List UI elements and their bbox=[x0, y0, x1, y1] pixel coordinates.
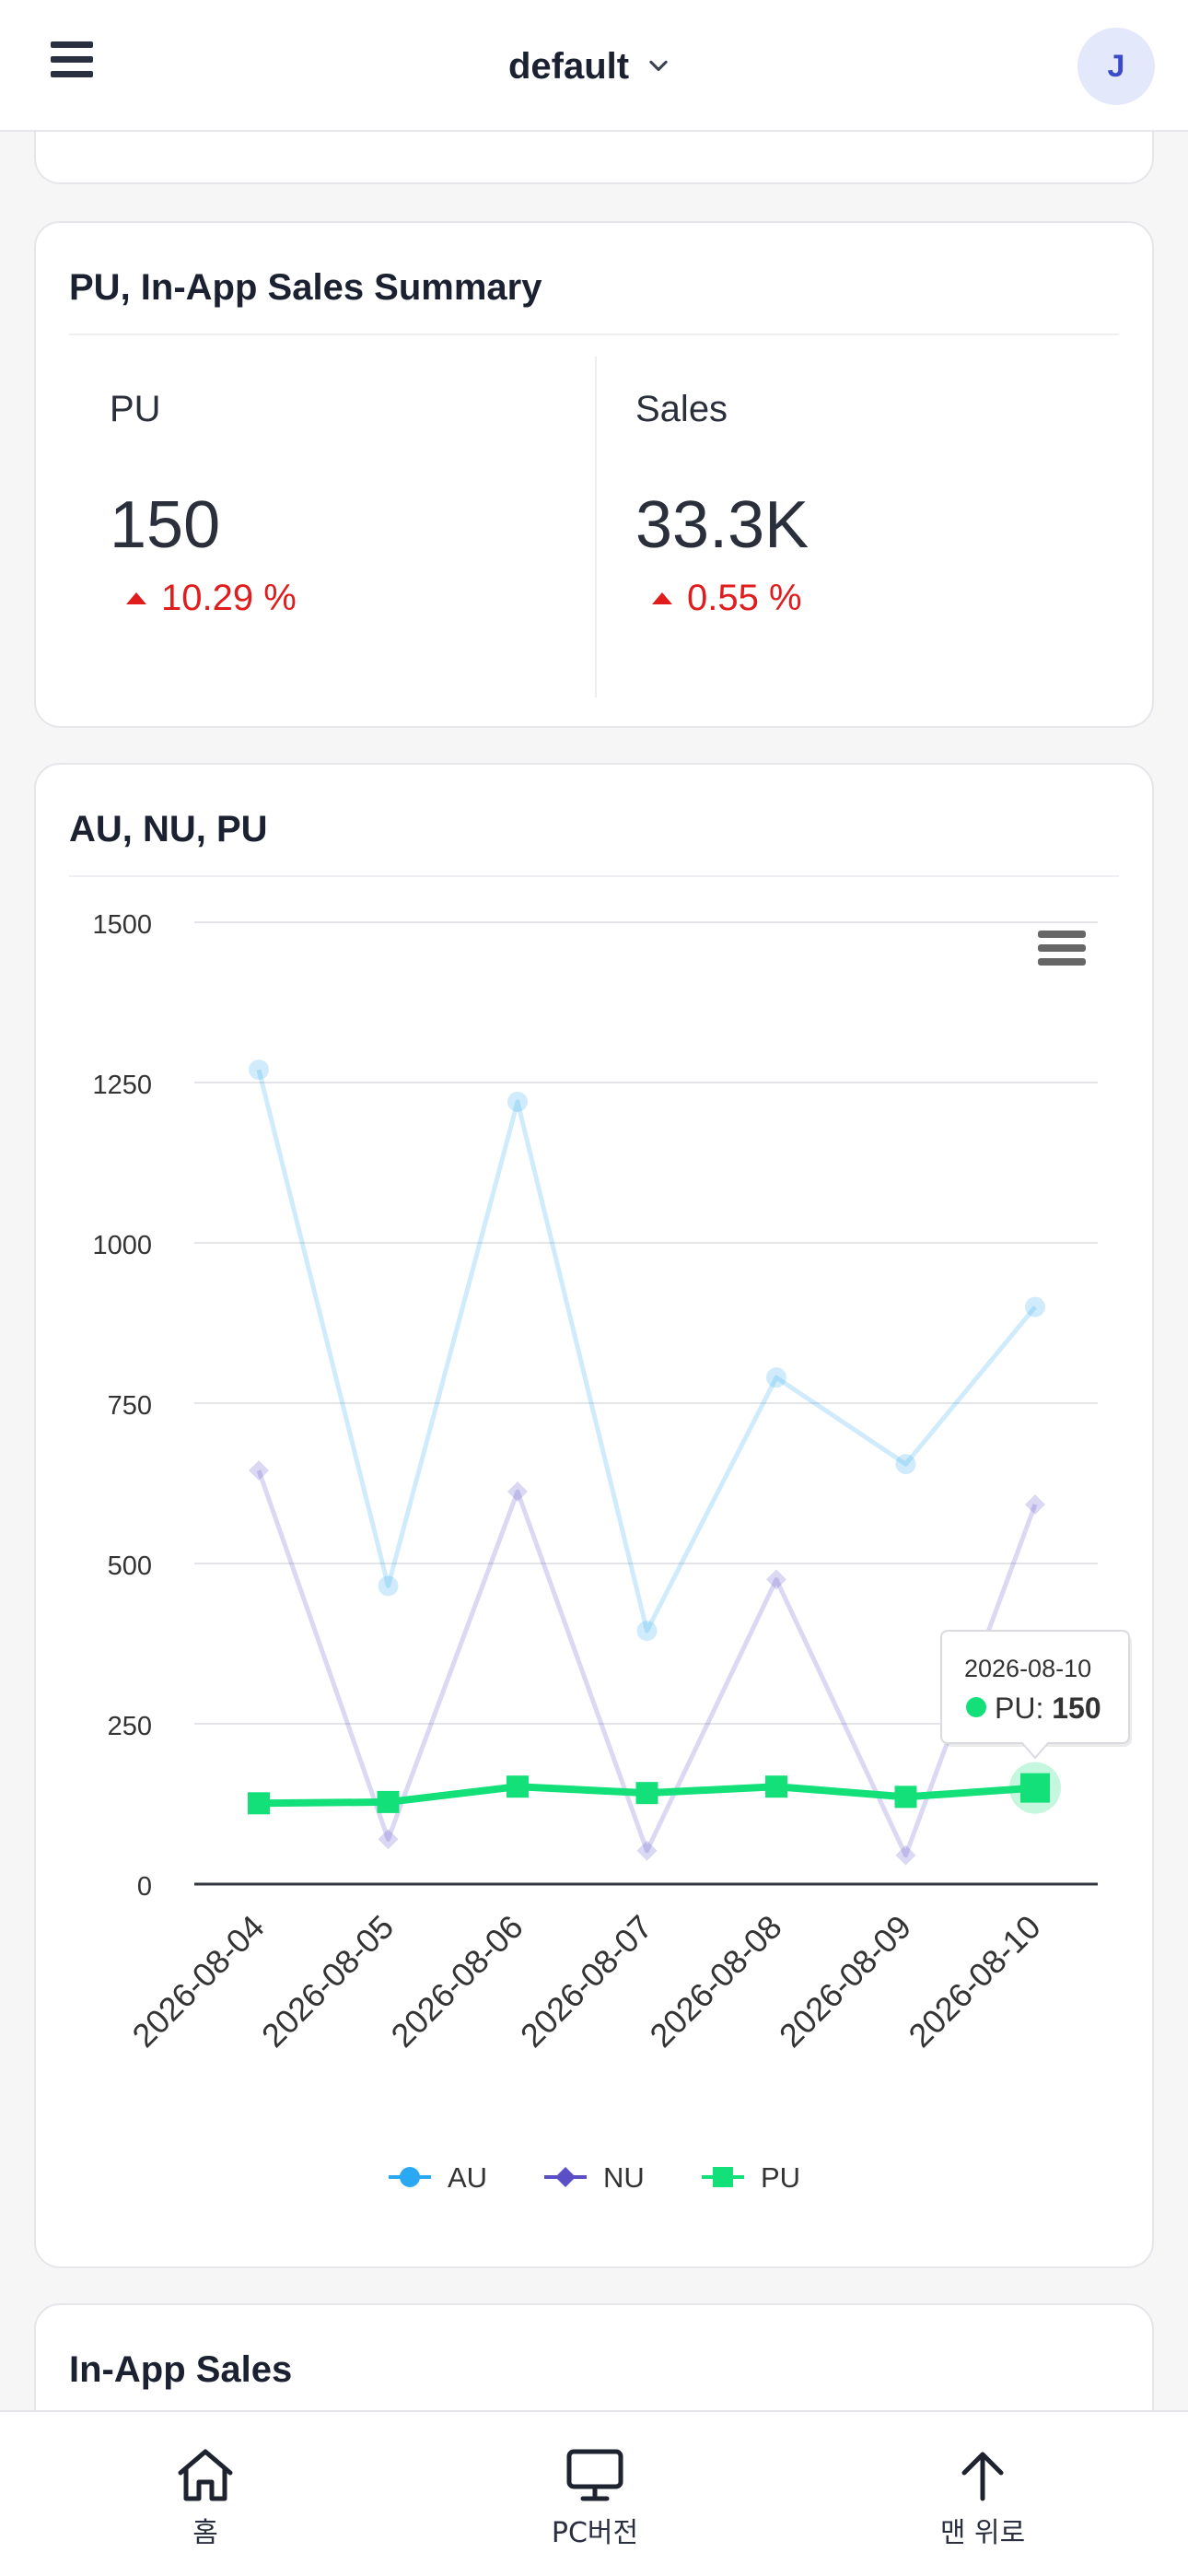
y-tick-label: 500 bbox=[108, 1551, 152, 1581]
y-tick-label: 1250 bbox=[92, 1071, 152, 1100]
point-pu bbox=[894, 1786, 917, 1809]
metric-sales: Sales 33.3K 0.55 % bbox=[635, 389, 1114, 619]
triangle-up-icon bbox=[126, 592, 146, 604]
y-tick-label: 0 bbox=[137, 1872, 152, 1902]
point-au bbox=[507, 1091, 528, 1112]
metric-delta-text: 0.55 % bbox=[687, 578, 802, 618]
point-au bbox=[895, 1454, 916, 1475]
nav-label: 홈 bbox=[192, 2517, 218, 2549]
card-title: PU, In-App Sales Summary bbox=[69, 267, 542, 308]
point-pu bbox=[377, 1790, 400, 1813]
legend-label: PU bbox=[761, 2161, 800, 2194]
nav-pc-version[interactable]: PC버전 bbox=[503, 2447, 687, 2550]
tooltip-box bbox=[940, 1630, 1130, 1760]
x-tick-label: 2026-08-08 bbox=[642, 1908, 788, 2055]
hamburger-menu-icon[interactable] bbox=[51, 41, 93, 84]
user-avatar[interactable]: J bbox=[1077, 28, 1155, 105]
point-nu bbox=[507, 1481, 528, 1503]
tooltip-series-dot bbox=[966, 1697, 986, 1717]
point-nu bbox=[895, 1844, 916, 1866]
divider bbox=[69, 875, 1119, 877]
x-tick-label: 2026-08-04 bbox=[124, 1908, 271, 2055]
project-selector[interactable]: default bbox=[508, 41, 671, 92]
metric-value: 33.3K bbox=[635, 488, 809, 562]
point-pu bbox=[507, 1775, 529, 1798]
legend-marker-diamond bbox=[555, 2167, 576, 2187]
y-tick-label: 1000 bbox=[92, 1231, 152, 1260]
nav-home[interactable]: 홈 bbox=[113, 2447, 297, 2550]
chart-menu-icon bbox=[1038, 958, 1086, 966]
x-tick-label: 2026-08-10 bbox=[901, 1908, 1047, 2055]
point-pu bbox=[1020, 1773, 1050, 1803]
point-au bbox=[249, 1060, 269, 1081]
au-nu-pu-chart-card: AU, NU, PU 0 250 500 750 1000 1250 1500 2026-08… bbox=[34, 763, 1154, 2268]
card-title: In-App Sales bbox=[69, 2349, 293, 2390]
metric-delta: 10.29 % bbox=[110, 578, 588, 619]
x-tick-label: 2026-08-09 bbox=[772, 1908, 918, 2055]
point-au bbox=[766, 1367, 786, 1388]
series-line-nu bbox=[256, 1469, 1038, 1858]
x-tick-label: 2026-08-07 bbox=[513, 1908, 659, 2055]
pu-sales-summary-card: PU, In-App Sales Summary PU 150 10.29 % … bbox=[34, 221, 1154, 728]
metric-pu: PU 150 10.29 % bbox=[110, 389, 588, 619]
legend-label: NU bbox=[603, 2161, 645, 2194]
chart-menu-icon bbox=[1038, 931, 1086, 938]
legend-marker-square bbox=[713, 2167, 733, 2187]
top-app-bar: default J bbox=[0, 0, 1188, 132]
vertical-divider bbox=[595, 357, 597, 697]
x-tick-label: 2026-08-05 bbox=[254, 1908, 401, 2055]
nav-scroll-top[interactable]: 맨 위로 bbox=[891, 2447, 1075, 2550]
nav-label: PC버전 bbox=[551, 2517, 639, 2549]
divider bbox=[69, 334, 1119, 335]
metric-value: 150 bbox=[110, 488, 221, 562]
point-au bbox=[1025, 1296, 1045, 1317]
y-tick-label: 750 bbox=[108, 1391, 152, 1421]
point-nu bbox=[636, 1840, 658, 1861]
point-nu bbox=[766, 1569, 786, 1590]
point-pu bbox=[248, 1792, 270, 1815]
triangle-up-icon bbox=[652, 592, 672, 604]
tooltip-date: 2026-08-10 bbox=[964, 1655, 1091, 1682]
chevron-down-icon bbox=[649, 60, 668, 72]
nav-label: 맨 위로 bbox=[939, 2517, 1026, 2549]
monitor-icon bbox=[566, 2449, 623, 2501]
metric-delta: 0.55 % bbox=[635, 578, 1114, 619]
point-nu bbox=[378, 1829, 399, 1850]
x-tick-label: 2026-08-06 bbox=[383, 1908, 530, 2055]
metric-label: Sales bbox=[635, 389, 728, 429]
point-au bbox=[378, 1575, 399, 1597]
line-chart: 02505007501000125015002026-08-042026-08-… bbox=[92, 910, 1132, 2194]
metric-delta-text: 10.29 % bbox=[161, 578, 297, 618]
point-nu bbox=[249, 1460, 269, 1481]
y-tick-label: 1500 bbox=[92, 910, 152, 940]
point-au bbox=[636, 1621, 658, 1642]
project-name: default bbox=[508, 45, 630, 87]
legend-marker-circle bbox=[400, 2167, 420, 2187]
point-pu bbox=[635, 1782, 658, 1805]
bottom-navigation: 홈 PC버전 맨 위로 bbox=[0, 2410, 1188, 2576]
arrow-up-icon bbox=[961, 2452, 1004, 2501]
tooltip-value: PU: 150 bbox=[995, 1692, 1101, 1725]
point-nu bbox=[1025, 1493, 1045, 1515]
y-tick-label: 250 bbox=[108, 1712, 152, 1741]
legend-label: AU bbox=[448, 2161, 487, 2194]
card-title: AU, NU, PU bbox=[69, 809, 268, 849]
series-line-au bbox=[256, 1069, 1037, 1633]
point-pu bbox=[765, 1775, 787, 1798]
chart-menu-icon bbox=[1038, 944, 1086, 952]
metric-label: PU bbox=[110, 389, 161, 429]
home-icon bbox=[178, 2449, 233, 2501]
